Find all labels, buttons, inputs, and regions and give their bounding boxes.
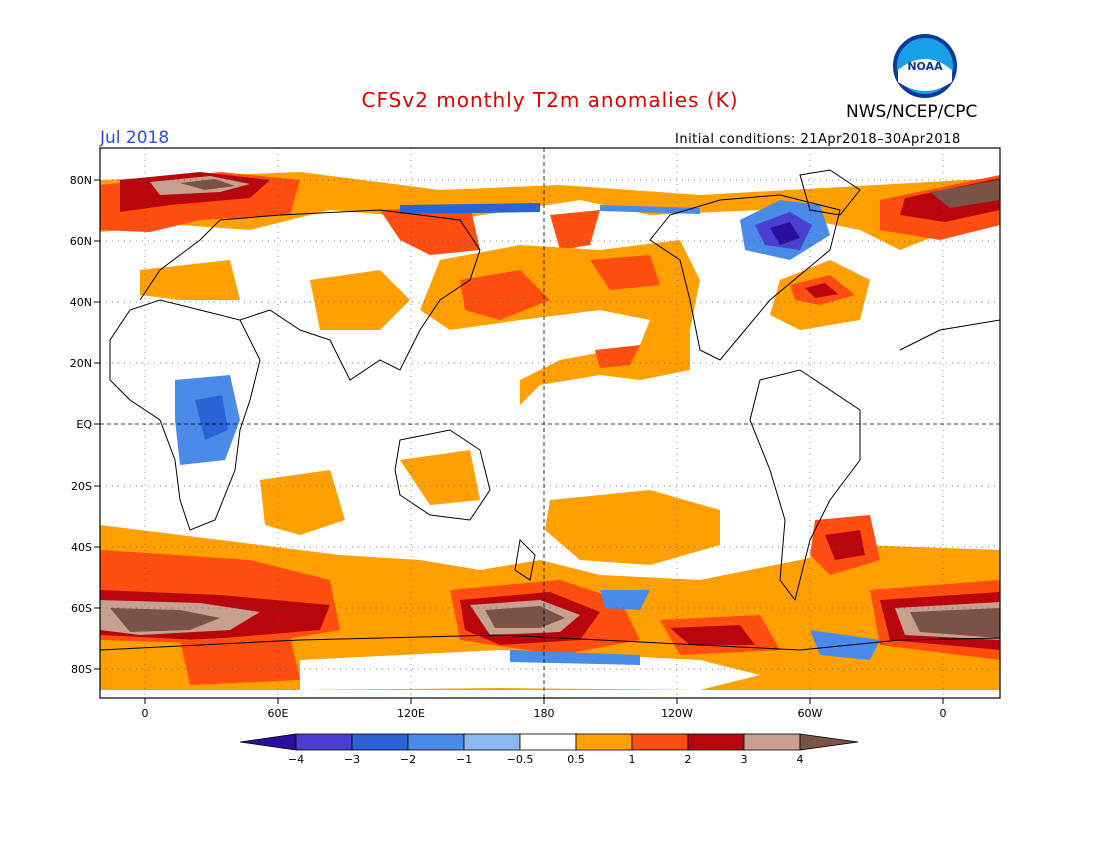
colorbar-swatch: [351, 733, 409, 751]
colorbar-swatch: [687, 733, 745, 751]
noaa-logo: NOAA: [893, 34, 957, 98]
lat-label: 60S: [71, 602, 92, 615]
longitude-labels: 0 60E 120E 180 120W 60W 0: [142, 707, 947, 720]
coastlines: [100, 169, 1000, 651]
colorbar-label: −3: [344, 753, 360, 766]
logo-text: NOAA: [907, 60, 943, 73]
map-frame: [99, 147, 1001, 699]
colorbar-label: −2: [400, 753, 416, 766]
colorbar-label: 1: [629, 753, 636, 766]
colorbar-label: 4: [797, 753, 804, 766]
lon-label: 0: [142, 707, 149, 720]
lat-label: 20S: [71, 480, 92, 493]
latitude-labels: 80N 60N 40N 20N EQ 20S 40S 60S 80S: [70, 174, 93, 676]
colorbar-swatch: [295, 733, 353, 751]
colorbar-label: −0.5: [507, 753, 534, 766]
lon-label: 180: [534, 707, 555, 720]
lon-label: 60E: [268, 707, 289, 720]
colorbar-labels: −4 −3 −2 −1 −0.5 0.5 1 2 3 4: [288, 753, 804, 766]
colorbar-swatch: [519, 733, 577, 751]
colorbar-swatch: [239, 733, 297, 751]
agency-label: NWS/NCEP/CPC: [846, 102, 978, 122]
lon-label: 0: [940, 707, 947, 720]
colorbar-label: 2: [685, 753, 692, 766]
colorbar-label: 0.5: [567, 753, 585, 766]
lon-label: 120W: [661, 707, 693, 720]
reference-lines: [100, 148, 1000, 698]
colorbar-swatch: [463, 733, 521, 751]
colorbar-label: −1: [456, 753, 472, 766]
lat-label: 20N: [70, 357, 92, 370]
lat-label: 60N: [70, 235, 92, 248]
lat-label: 40S: [71, 541, 92, 554]
colorbar-swatch: [575, 733, 633, 751]
lat-label: 80S: [71, 663, 92, 676]
chart-title: CFSv2 monthly T2m anomalies (K): [361, 88, 739, 112]
colorbar-label: −4: [288, 753, 304, 766]
initial-conditions: Initial conditions: 21Apr2018–30Apr2018: [675, 132, 961, 147]
colorbar-label: 3: [741, 753, 748, 766]
lat-label: EQ: [76, 418, 92, 431]
colorbar: [239, 733, 859, 751]
lat-label: 80N: [70, 174, 92, 187]
forecast-month: Jul 2018: [100, 128, 170, 148]
colorbar-swatch: [799, 733, 859, 751]
graticule: [100, 148, 1000, 698]
lon-label: 60W: [798, 707, 823, 720]
colorbar-swatch: [407, 733, 465, 751]
colorbar-swatch: [631, 733, 689, 751]
lat-label: 40N: [70, 296, 92, 309]
ticks: [94, 179, 944, 704]
colorbar-swatch: [743, 733, 801, 751]
lon-label: 120E: [397, 707, 425, 720]
anomaly-field: [100, 148, 1000, 698]
